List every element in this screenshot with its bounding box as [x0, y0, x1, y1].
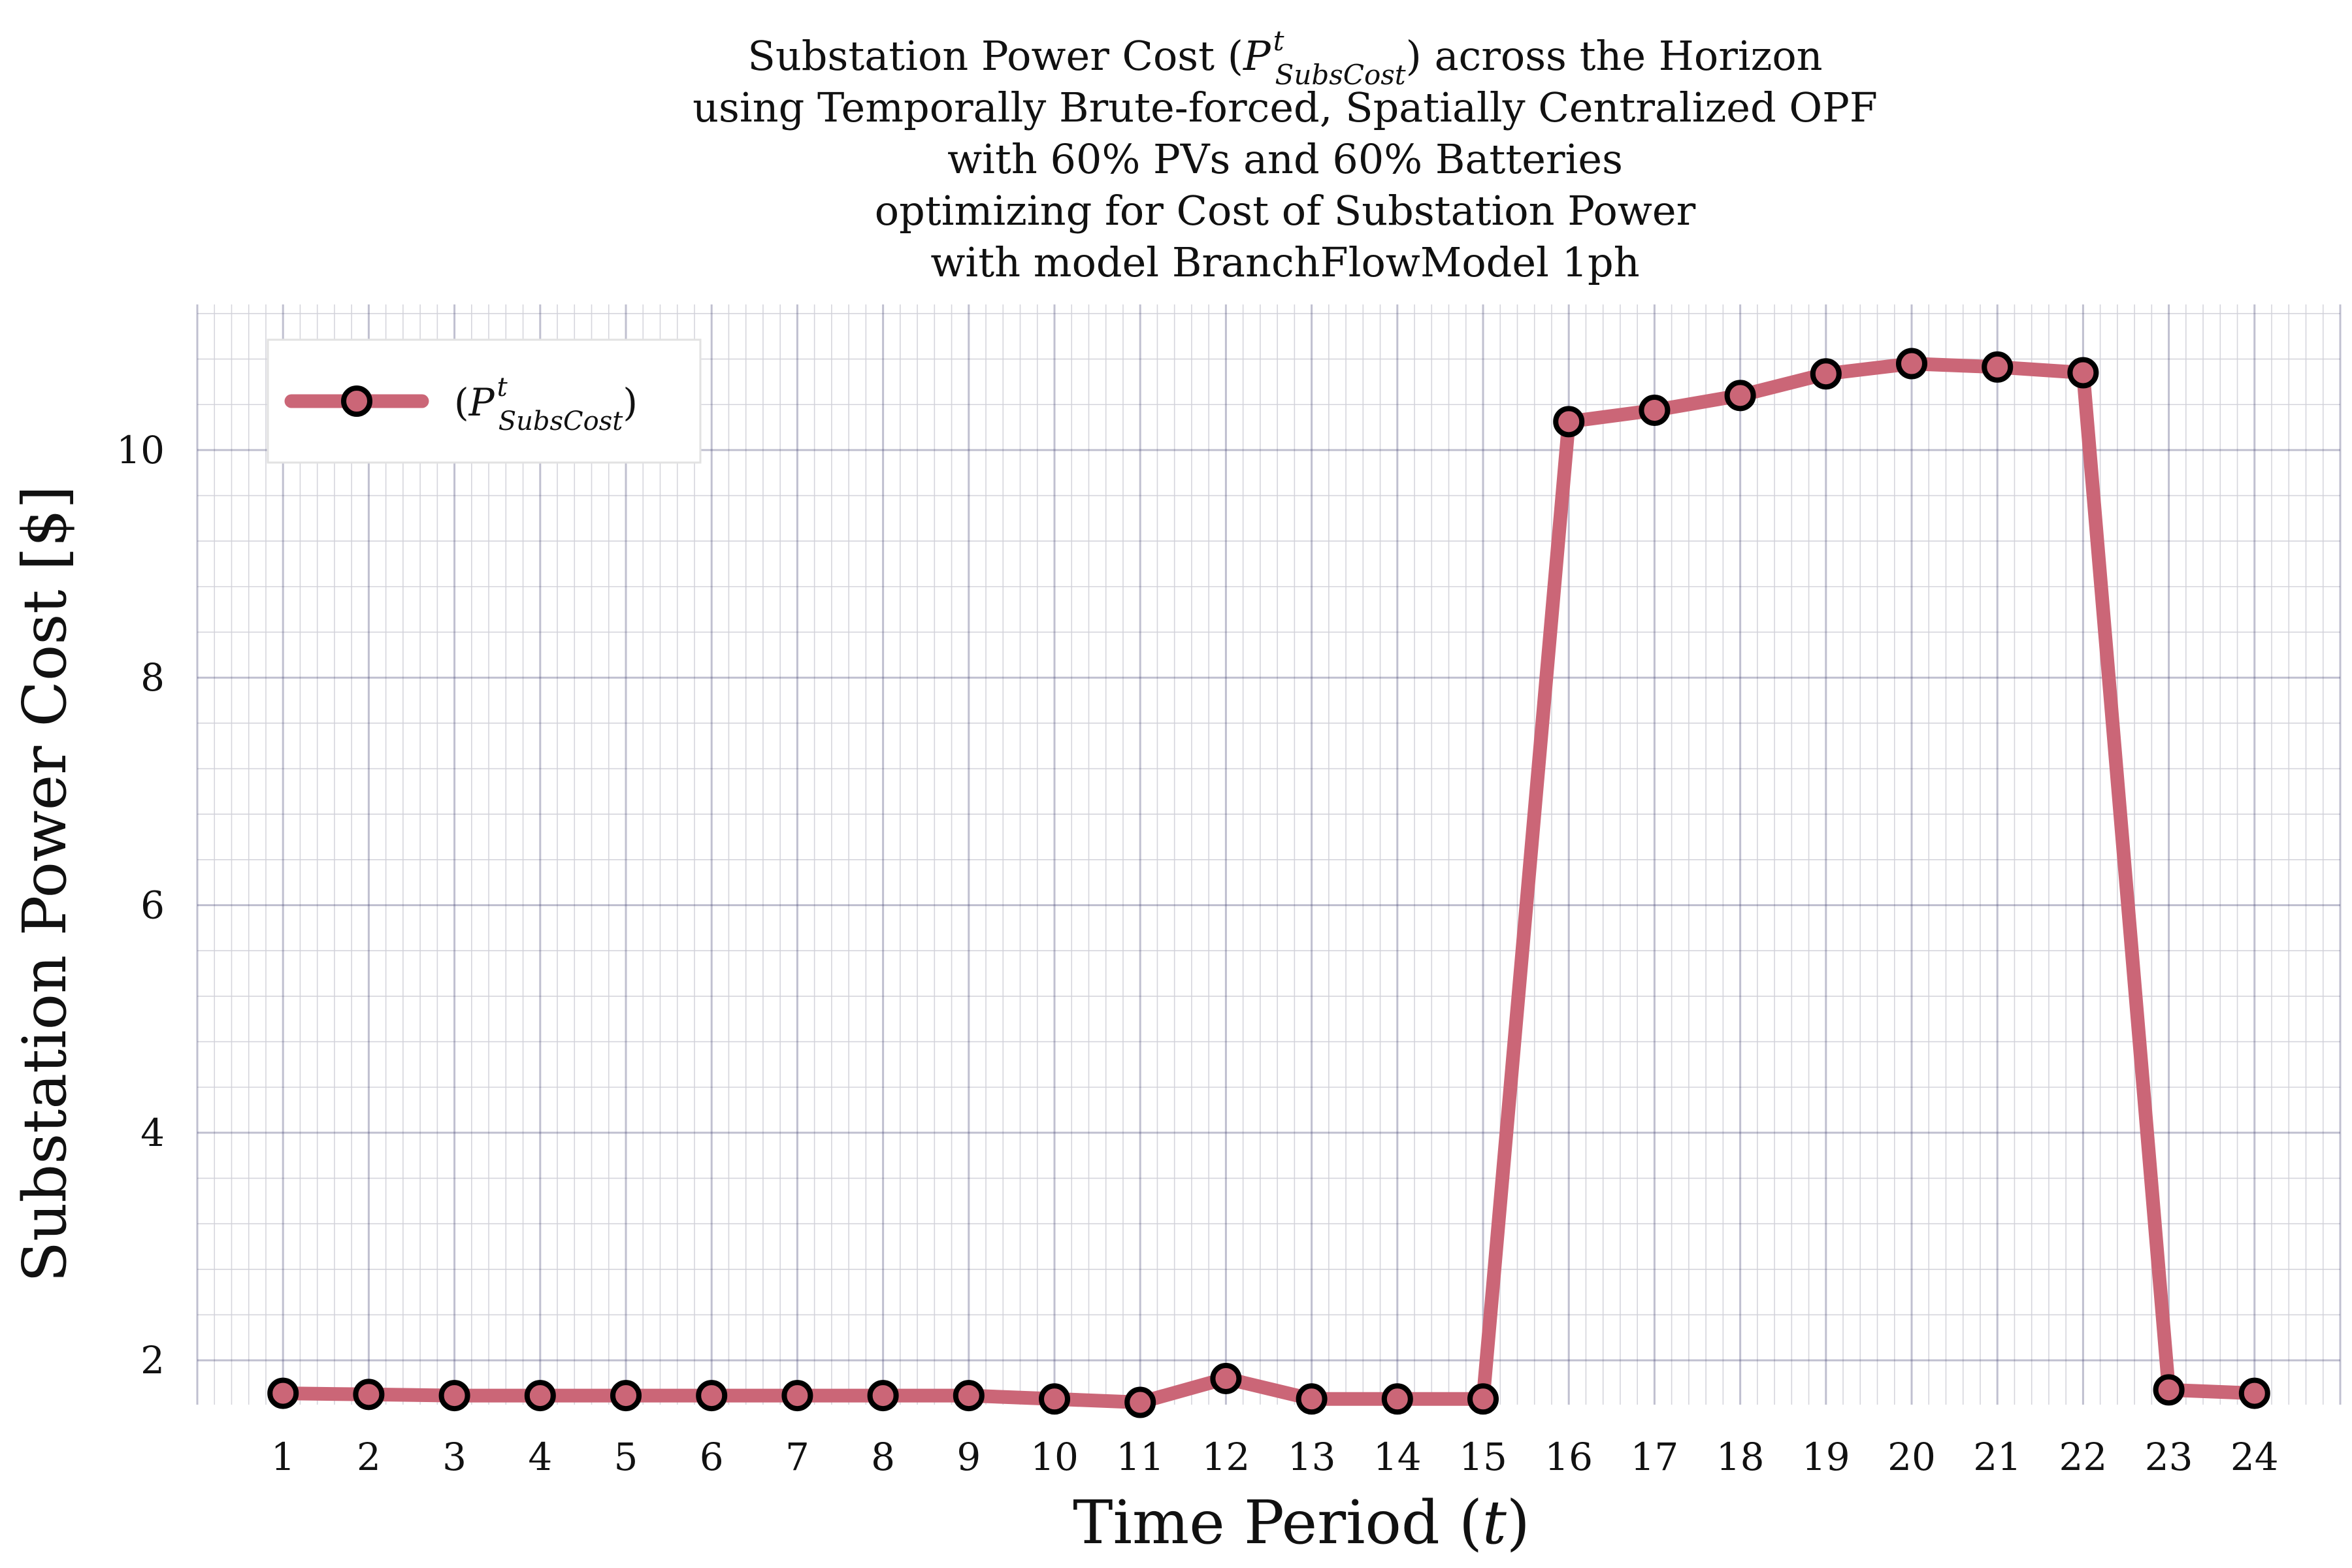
x-axis-tick-labels: 1 2 3 4 5 6 7 8 9 10 11 12 13 14 15 16 17 18 19 20 21 22 23 24: [271, 1435, 2279, 1479]
data-point: [1039, 1383, 1070, 1415]
x-tick-label: 5: [614, 1435, 638, 1479]
x-tick-label: 22: [2059, 1435, 2107, 1479]
legend-math-symbol: P: [468, 380, 495, 425]
x-tick-label: 3: [442, 1435, 466, 1479]
x-tick-label: 2: [357, 1435, 381, 1479]
minor-grid: [197, 304, 2340, 1405]
x-axis-title-text: ): [1507, 1488, 1530, 1558]
x-tick-label: 1: [271, 1435, 295, 1479]
y-tick-label: 8: [140, 655, 165, 700]
data-point: [2238, 1377, 2270, 1409]
legend-text-segment: (: [454, 380, 469, 425]
series-layer: [267, 348, 2270, 1418]
data-point: [353, 1379, 385, 1411]
data-point: [1296, 1383, 1328, 1415]
x-tick-label: 6: [700, 1435, 724, 1479]
y-axis-tick-labels: 2 4 6 8 10: [116, 428, 165, 1382]
y-tick-label: 2: [140, 1338, 165, 1382]
data-point: [1467, 1383, 1499, 1415]
data-point: [1982, 351, 2014, 383]
legend-label: (P t SubsCost): [454, 372, 638, 436]
legend: (P t SubsCost): [267, 338, 702, 464]
data-point: [610, 1380, 642, 1412]
title-text-segment: ) across the Horizon: [1406, 32, 1823, 80]
data-point: [1810, 358, 1842, 390]
y-tick-label: 4: [140, 1111, 165, 1155]
legend-math-superscript: t: [497, 372, 508, 402]
data-point: [696, 1380, 728, 1412]
major-grid: [196, 304, 2342, 1405]
x-tick-label: 18: [1716, 1435, 1765, 1479]
data-point: [2067, 357, 2099, 389]
title-math-superscript: t: [1273, 25, 1284, 57]
data-point: [438, 1380, 470, 1412]
chart-title-line: with 60% PVs and 60% Batteries: [947, 135, 1623, 183]
x-tick-label: 12: [1201, 1435, 1250, 1479]
data-point: [1553, 406, 1585, 438]
chart-title-line: with model BranchFlowModel 1ph: [930, 238, 1639, 286]
chart-title: Substation Power Cost (Pt SubsCost) acros…: [693, 25, 1878, 286]
data-point: [1381, 1383, 1413, 1415]
data-point: [781, 1380, 813, 1412]
data-point: [267, 1377, 299, 1409]
data-point: [953, 1380, 985, 1412]
series-line: [276, 357, 2262, 1409]
data-point: [1124, 1386, 1156, 1418]
title-math-subscript: SubsCost: [1275, 59, 1406, 91]
title-text-segment: Substation Power Cost (: [747, 32, 1243, 80]
x-tick-label: 15: [1459, 1435, 1507, 1479]
chart-title-line: optimizing for Cost of Substation Power: [875, 187, 1696, 235]
chart-title-line: Substation Power Cost (Pt SubsCost) acros…: [747, 25, 1822, 91]
x-tick-label: 24: [2230, 1435, 2279, 1479]
x-tick-label: 16: [1544, 1435, 1593, 1479]
x-tick-label: 4: [528, 1435, 552, 1479]
data-point: [1724, 380, 1756, 412]
x-tick-label: 14: [1373, 1435, 1422, 1479]
x-tick-label: 17: [1630, 1435, 1678, 1479]
x-axis-title: Time Period (t): [1073, 1488, 1530, 1558]
x-tick-label: 23: [2145, 1435, 2193, 1479]
x-tick-label: 19: [1802, 1435, 1850, 1479]
x-tick-label: 9: [956, 1435, 981, 1479]
y-tick-label: 6: [140, 883, 165, 927]
x-axis-title-variable: t: [1482, 1488, 1507, 1558]
data-point: [2153, 1374, 2185, 1406]
legend-math-subscript: SubsCost: [498, 406, 624, 436]
legend-marker-swatch: [341, 385, 372, 417]
x-tick-label: 7: [785, 1435, 809, 1479]
x-axis-title-text: Time Period (: [1073, 1488, 1482, 1558]
legend-text-segment: ): [623, 380, 638, 425]
x-tick-label: 21: [1973, 1435, 2021, 1479]
title-math-symbol: P: [1243, 32, 1271, 80]
data-point: [1896, 348, 1927, 380]
data-point: [867, 1380, 899, 1412]
x-tick-label: 20: [1887, 1435, 1936, 1479]
data-point: [524, 1380, 556, 1412]
y-tick-label: 10: [116, 428, 165, 472]
chart-title-line: using Temporally Brute-forced, Spatially…: [693, 84, 1878, 131]
data-point: [1639, 394, 1671, 426]
x-tick-label: 13: [1288, 1435, 1336, 1479]
x-tick-label: 8: [871, 1435, 895, 1479]
data-point: [1210, 1362, 1242, 1394]
x-tick-label: 11: [1116, 1435, 1164, 1479]
axis-titles: Time Period (t) Substation Power Cost [$]: [10, 485, 1530, 1558]
y-axis-title: Substation Power Cost [$]: [10, 485, 80, 1282]
x-tick-label: 10: [1030, 1435, 1079, 1479]
